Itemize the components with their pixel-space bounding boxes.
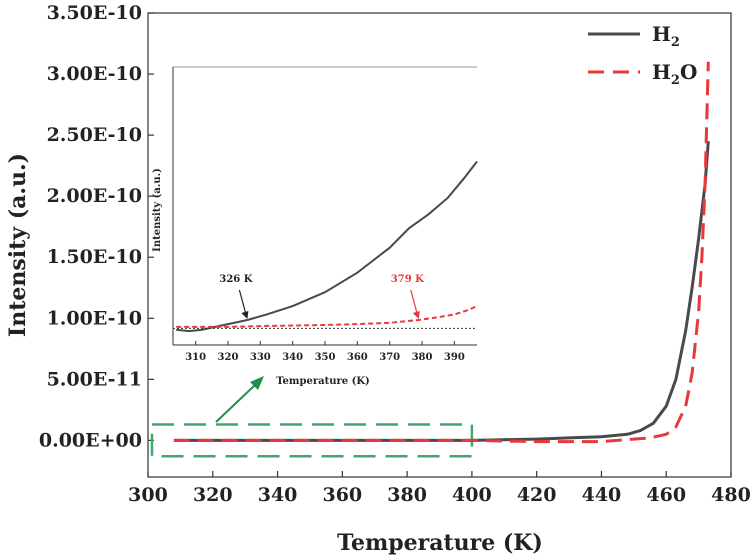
x-tick-label: 440	[582, 484, 622, 506]
y-tick-label: 0.00E+00	[39, 429, 142, 451]
inset-x-tick-label: 310	[185, 352, 206, 363]
series-group	[173, 61, 710, 444]
x-tick-label: 380	[387, 484, 427, 506]
x-tick-label: 340	[258, 484, 298, 506]
x-tick-label: 480	[711, 484, 751, 506]
legend-label-h2o: H2O	[652, 60, 697, 88]
inset-annotation-label: 326 K	[219, 274, 252, 285]
zoom-arrow	[215, 376, 264, 423]
x-axis-title: Temperature (K)	[337, 530, 543, 556]
inset-x-tick-label: 340	[282, 352, 303, 363]
inset-x-tick-label: 360	[347, 352, 368, 363]
inset-x-tick-label: 370	[379, 352, 400, 363]
x-tick-label: 300	[128, 484, 168, 506]
x-tick-label: 460	[646, 484, 686, 506]
y-tick-label: 3.50E-10	[47, 2, 142, 24]
inset-annotation-arrowhead	[412, 310, 420, 319]
inset-series-line-h2o	[176, 305, 478, 328]
legend-label-h2: H2	[652, 22, 680, 50]
y-tick-label: 3.00E-10	[47, 63, 142, 85]
x-tick-label: 360	[322, 484, 362, 506]
y-tick-label: 2.00E-10	[47, 185, 142, 207]
series-line-h2	[173, 141, 710, 442]
y-tick-label: 1.00E-10	[47, 307, 142, 329]
inset-chart: 310 320 330 340 350 360 370 380 390 326 K 379 K T…	[152, 66, 478, 387]
inset-annotation-arrow	[410, 289, 419, 317]
inset-x-axis: 310 320 330 340 350 360 370 380 390	[185, 341, 465, 363]
inset-annotation-arrowhead	[241, 310, 249, 319]
y-tick-label: 2.50E-10	[47, 124, 142, 146]
series-line-h2o	[173, 61, 710, 444]
y-tick-label: 1.50E-10	[47, 246, 142, 268]
inset-series-line-h2	[176, 160, 478, 333]
y-axis-title: Intensity (a.u.)	[5, 153, 31, 337]
y-axis: 0.00E+00 5.00E-11 1.00E-10 1.50E-10 2.00E-10…	[39, 2, 154, 451]
plot-frame	[147, 12, 732, 478]
x-tick-label: 320	[193, 484, 233, 506]
x-axis: 300 320 340 360 380 400 420 440 460 480	[128, 471, 751, 506]
x-tick-label: 400	[452, 484, 492, 506]
inset-annotations: 326 K 379 K	[219, 274, 424, 319]
inset-x-tick-label: 380	[412, 352, 433, 363]
inset-series-group	[176, 160, 478, 333]
legend: H2 H2O	[588, 22, 697, 88]
inset-x-tick-label: 350	[315, 352, 336, 363]
inset-x-axis-title: Temperature (K)	[276, 376, 370, 387]
inset-x-tick-label: 330	[250, 352, 271, 363]
x-tick-label: 420	[517, 484, 557, 506]
y-tick-label: 5.00E-11	[47, 368, 142, 390]
inset-annotation-label: 379 K	[391, 274, 424, 285]
inset-x-tick-label: 390	[444, 352, 465, 363]
inset-x-tick-label: 320	[218, 352, 239, 363]
inset-annotation-arrow	[238, 289, 247, 317]
inset-y-axis-title: Intensity (a.u.)	[152, 168, 163, 252]
